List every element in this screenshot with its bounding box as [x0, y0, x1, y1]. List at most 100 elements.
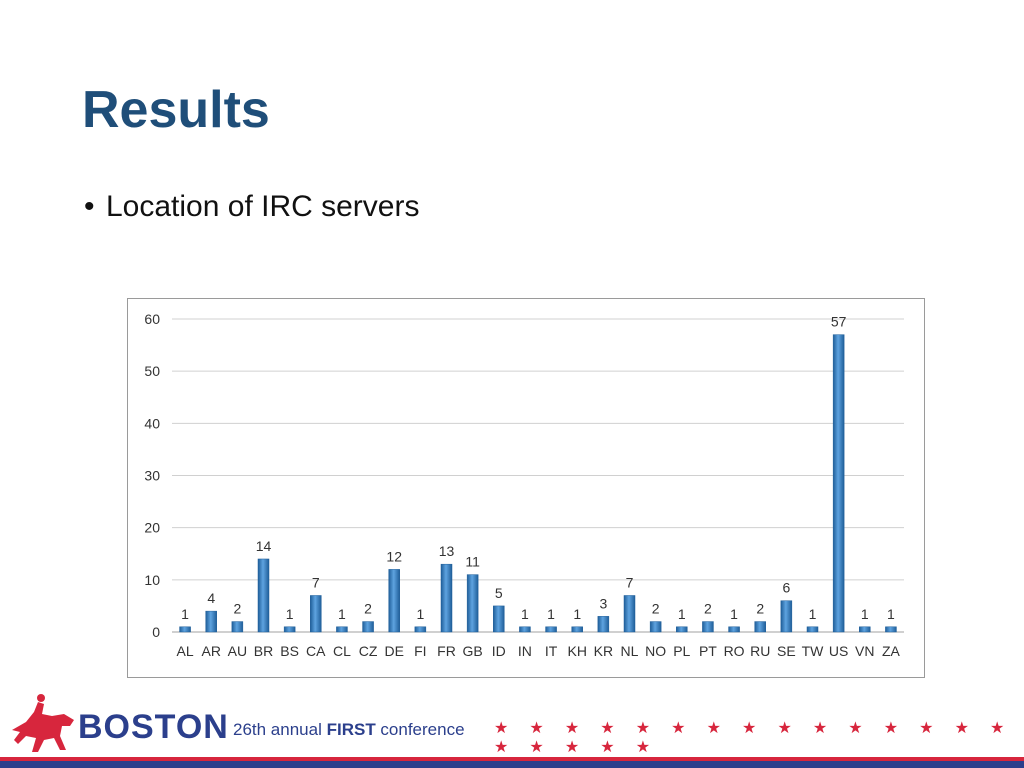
data-label-CZ: 2 — [364, 601, 372, 617]
data-label-IT: 1 — [547, 606, 555, 622]
data-label-CL: 1 — [338, 606, 346, 622]
data-label-GB: 11 — [465, 554, 480, 570]
bar-BS — [283, 626, 296, 633]
data-label-AL: 1 — [181, 606, 189, 622]
chart-frame: 0 10 20 30 40 50 60 1 AL 4 AR 2 AU 14 BR 1 BS 7 CA 1 CL 2 CZ 1… — [127, 298, 925, 678]
x-tick-label-PL: PL — [673, 643, 690, 659]
data-label-SE: 6 — [782, 580, 790, 596]
data-label-AR: 4 — [207, 590, 215, 606]
x-tick-label-GB: GB — [463, 643, 483, 659]
footer-conference: 26th annual FIRST conference — [233, 720, 465, 740]
horse-rider-icon — [12, 694, 74, 752]
data-label-VN: 1 — [861, 606, 869, 622]
bar-ZA — [885, 626, 897, 633]
x-tick-label-KR: KR — [594, 643, 613, 659]
x-tick-label-IT: IT — [545, 643, 558, 659]
bar-NL — [623, 595, 636, 633]
y-tick-label: 60 — [144, 311, 160, 327]
data-label-ZA: 1 — [887, 606, 895, 622]
bar-PT — [702, 621, 714, 633]
bar-FR — [440, 563, 453, 633]
x-tick-label-CZ: CZ — [359, 643, 378, 659]
x-tick-label-SE: SE — [777, 643, 796, 659]
x-tick-label-ZA: ZA — [882, 643, 901, 659]
data-label-KR: 3 — [599, 595, 607, 611]
y-tick-label: 10 — [144, 572, 160, 588]
x-tick-label-AU: AU — [228, 643, 247, 659]
x-tick-label-AR: AR — [201, 643, 220, 659]
bar-AL — [179, 626, 191, 633]
bar-RU — [754, 621, 766, 633]
footer-stripe-red — [0, 757, 1024, 761]
bar-CL — [336, 626, 348, 633]
x-tick-label-FI: FI — [414, 643, 426, 659]
y-tick-label: 40 — [144, 415, 160, 431]
bullet-text: Location of IRC servers — [106, 190, 420, 223]
bar-IT — [545, 626, 557, 633]
conference-suffix: conference — [375, 720, 465, 739]
x-tick-label-PT: PT — [699, 643, 717, 659]
data-label-AU: 2 — [233, 601, 241, 617]
bar-SE — [780, 600, 793, 633]
data-label-NO: 2 — [652, 601, 660, 617]
bar-CZ — [362, 621, 374, 633]
data-label-DE: 12 — [386, 548, 402, 564]
x-tick-label-CL: CL — [333, 643, 351, 659]
data-label-ID: 5 — [495, 585, 503, 601]
x-tick-label-TW: TW — [802, 643, 825, 659]
footer-brand: BOSTON — [78, 708, 229, 746]
bullet-item: • Location of IRC servers — [84, 190, 419, 224]
footer — [0, 680, 1024, 768]
data-label-KH: 1 — [573, 606, 581, 622]
bar-VN — [859, 626, 871, 633]
data-label-PT: 2 — [704, 601, 712, 617]
bar-CA — [310, 595, 322, 633]
bar-KH — [571, 626, 583, 633]
bar-IN — [519, 626, 531, 633]
data-label-TW: 1 — [809, 606, 817, 622]
bar-BR — [257, 558, 270, 633]
bar-TW — [806, 626, 819, 633]
data-label-US: 57 — [831, 314, 847, 330]
data-label-CA: 7 — [312, 574, 320, 590]
y-tick-label: 50 — [144, 363, 160, 379]
y-tick-label: 20 — [144, 520, 160, 536]
bar-AU — [231, 621, 244, 633]
x-tick-label-NL: NL — [621, 643, 639, 659]
slide-title: Results — [82, 81, 270, 139]
footer-stripe-blue — [0, 761, 1024, 768]
data-label-BS: 1 — [286, 606, 294, 622]
x-tick-label-US: US — [829, 643, 848, 659]
data-label-FR: 13 — [439, 543, 455, 559]
bar-KR — [597, 616, 610, 633]
bar-US — [832, 334, 845, 633]
data-label-PL: 1 — [678, 606, 686, 622]
bar-DE — [388, 569, 400, 633]
conference-strong: FIRST — [326, 720, 376, 739]
x-tick-label-RU: RU — [750, 643, 770, 659]
footer-stars: ★ ★ ★ ★ ★ ★ ★ ★ ★ ★ ★ ★ ★ ★ ★ ★ ★ ★ ★ ★ — [494, 718, 1013, 756]
data-label-RO: 1 — [730, 606, 738, 622]
y-tick-label: 0 — [152, 624, 160, 640]
bar-AR — [205, 610, 217, 633]
bar-ID — [493, 605, 505, 633]
data-label-BR: 14 — [256, 538, 272, 554]
y-tick-label: 30 — [144, 468, 160, 484]
x-tick-label-ID: ID — [492, 643, 506, 659]
x-tick-label-KH: KH — [567, 643, 586, 659]
x-tick-label-BS: BS — [280, 643, 299, 659]
x-tick-label-CA: CA — [306, 643, 326, 659]
bar-NO — [649, 621, 662, 633]
conference-prefix: 26th annual — [233, 720, 327, 739]
x-tick-label-RO: RO — [724, 643, 745, 659]
bullet-dot: • — [84, 190, 95, 223]
bar-GB — [466, 574, 479, 633]
x-tick-label-BR: BR — [254, 643, 273, 659]
bar-PL — [676, 626, 688, 633]
data-label-RU: 2 — [756, 601, 764, 617]
x-tick-label-AL: AL — [177, 643, 194, 659]
bar-RO — [728, 626, 740, 633]
x-tick-label-NO: NO — [645, 643, 666, 659]
x-tick-label-IN: IN — [518, 643, 532, 659]
x-tick-label-DE: DE — [384, 643, 403, 659]
